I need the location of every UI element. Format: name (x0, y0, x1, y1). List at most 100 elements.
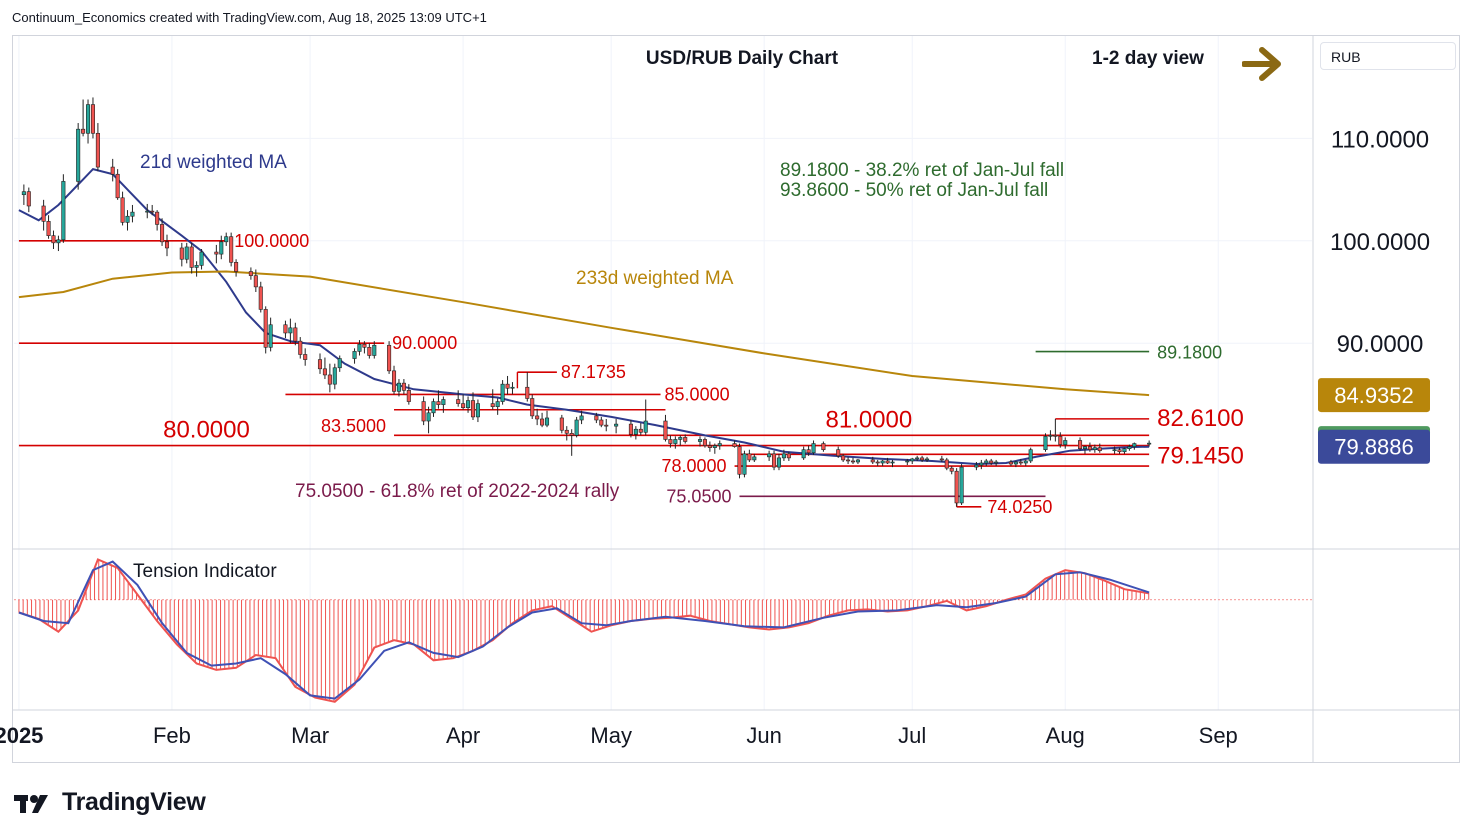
x-tick-label: May (590, 723, 632, 748)
candle-body (870, 459, 875, 463)
brand-name: TradingView (62, 788, 206, 816)
candle-body (214, 251, 219, 255)
candle (1092, 444, 1097, 453)
candle (288, 318, 293, 344)
candle-body (456, 399, 461, 404)
candle-body (81, 128, 86, 134)
candle (732, 440, 737, 448)
candle (939, 455, 944, 462)
candle-body (1028, 449, 1033, 462)
level-label: 80.0000 (163, 417, 250, 444)
candle-body (219, 241, 224, 255)
candle (1087, 442, 1092, 452)
candle-body (125, 215, 130, 223)
candle-body (288, 327, 293, 334)
candle-body (979, 462, 984, 466)
candle (574, 416, 579, 438)
candle (387, 341, 392, 374)
candle (752, 453, 757, 462)
candle (268, 317, 273, 352)
candle-body (574, 419, 579, 436)
candle-body (806, 449, 811, 454)
candle-body (880, 460, 885, 464)
candle (564, 426, 569, 441)
candle-body (1023, 460, 1028, 464)
candle (1112, 446, 1117, 454)
candle (199, 248, 204, 270)
candle (974, 461, 979, 471)
candle-body (155, 211, 160, 225)
candle-body (145, 210, 150, 213)
candle-body (535, 415, 540, 420)
candle (885, 457, 890, 465)
candle-body (564, 429, 569, 434)
candle (234, 259, 239, 277)
candle (150, 204, 155, 216)
tension-indicator-pane: Tension Indicator (14, 558, 1312, 703)
candle (337, 355, 342, 372)
candle (836, 446, 841, 458)
candle-body (712, 445, 717, 448)
y-tick-label: 100.0000 (1330, 229, 1430, 256)
candle-body (747, 453, 752, 461)
candle-body (1132, 443, 1137, 447)
annotation-ma21_label: 21d weighted MA (140, 152, 287, 173)
candle (258, 281, 263, 313)
candle-body (46, 221, 51, 236)
gridlines (14, 36, 1312, 710)
y-tick-label: 110.0000 (1331, 126, 1429, 153)
candle-body (1048, 435, 1053, 437)
currency-button[interactable]: RUB (1320, 42, 1456, 70)
level-label: 85.0000 (665, 384, 730, 404)
candle-body (1087, 446, 1092, 450)
candle (673, 436, 678, 449)
candle-body (772, 453, 777, 468)
annotation-fib_50: 93.8600 - 50% ret of Jan-Jul fall (780, 180, 1048, 201)
candle-body (357, 343, 362, 352)
candle-body (461, 403, 466, 409)
candle (293, 322, 298, 346)
candle-body (855, 459, 860, 463)
candle (638, 423, 643, 436)
candle (367, 343, 372, 359)
candle (51, 230, 56, 249)
candle (1082, 445, 1088, 454)
candle (559, 414, 564, 434)
candle-body (352, 351, 357, 359)
x-tick-label: Mar (291, 723, 329, 748)
candle (1058, 432, 1063, 448)
level-label: 89.1800 (1157, 343, 1222, 363)
candle-body (303, 354, 308, 360)
candle (461, 394, 466, 410)
candle (110, 158, 115, 182)
tradingview-logo[interactable]: TradingView (14, 788, 206, 817)
candle (1043, 433, 1048, 452)
candle (263, 306, 268, 354)
candle (786, 451, 791, 461)
candle-body (436, 401, 441, 405)
candle (544, 410, 550, 428)
candle-body (431, 401, 436, 414)
candle-body (160, 224, 165, 243)
candle (717, 440, 722, 450)
candle (915, 455, 920, 461)
candle (61, 174, 66, 243)
candle (984, 458, 989, 467)
candle (776, 453, 782, 471)
candle-body (500, 383, 505, 402)
candle (989, 458, 994, 466)
candle (1132, 442, 1137, 450)
candle-body (248, 271, 253, 276)
candle (510, 382, 515, 395)
candle (954, 468, 959, 507)
candle (742, 450, 747, 478)
candle-body (1092, 447, 1097, 450)
candle (846, 456, 851, 465)
candle-body (1018, 461, 1023, 464)
candle-body (426, 412, 431, 422)
candle-body (949, 467, 954, 472)
candle (712, 443, 717, 454)
candle-body (1122, 448, 1127, 453)
candle-body (253, 275, 258, 288)
